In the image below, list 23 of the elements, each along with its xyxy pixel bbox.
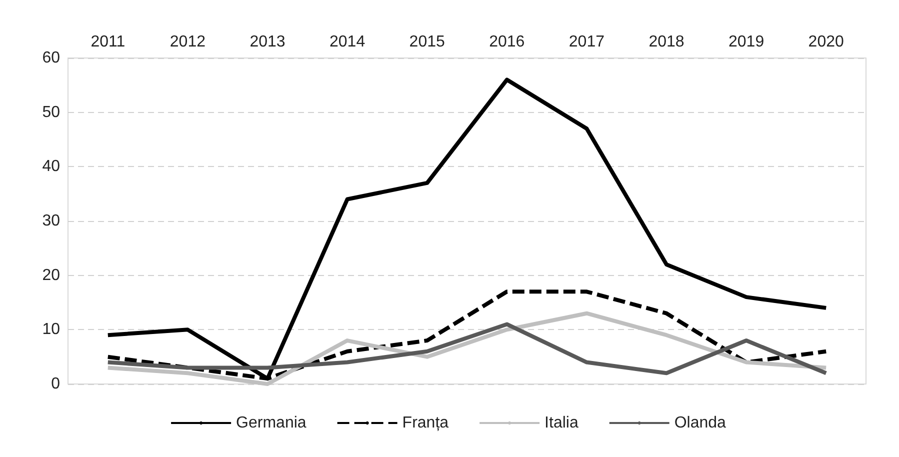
x-tick-label: 2012 xyxy=(170,34,206,50)
x-tick-label: 2014 xyxy=(330,34,366,50)
y-tick-label: 50 xyxy=(42,104,60,121)
line-series xyxy=(106,311,828,386)
line-series xyxy=(106,322,828,376)
x-tick-label: 2020 xyxy=(808,34,844,50)
x-tick-label: 2011 xyxy=(90,34,126,50)
x-tick-label: 2016 xyxy=(489,34,525,50)
y-tick-label: 40 xyxy=(42,158,60,176)
x-tick-label: 2018 xyxy=(648,34,684,50)
y-tick-label: 30 xyxy=(42,212,60,230)
x-tick-label: 2019 xyxy=(728,34,764,50)
x-tick-label: 2015 xyxy=(409,34,445,50)
y-tick-label: 0 xyxy=(51,376,60,392)
legend-label: Italia xyxy=(544,414,578,432)
y-tick-label: 10 xyxy=(42,321,60,338)
legend-label: Olanda xyxy=(674,414,726,432)
x-tick-label: 2013 xyxy=(250,34,286,50)
legend-label: Germania xyxy=(236,414,306,432)
x-tick-label: 2017 xyxy=(568,34,605,50)
y-tick-label: 20 xyxy=(42,266,60,284)
legend-label: Franța xyxy=(402,414,449,432)
y-tick-label: 60 xyxy=(42,50,60,66)
